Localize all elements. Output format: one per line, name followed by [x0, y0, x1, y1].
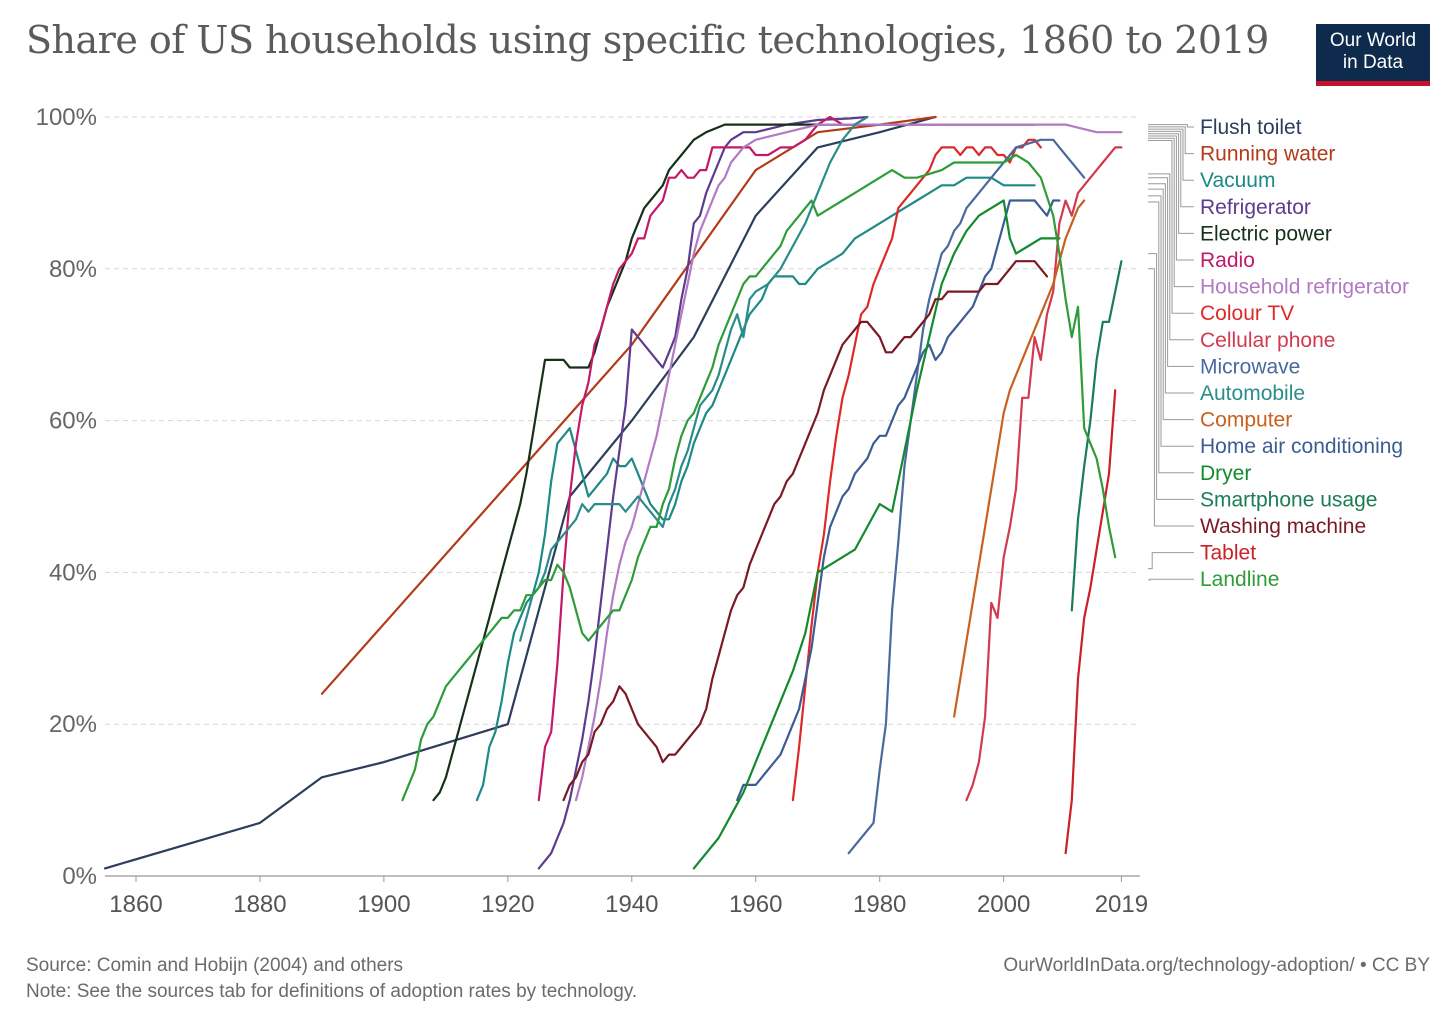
legend-label[interactable]: Home air conditioning [1200, 435, 1403, 458]
legend-label[interactable]: Landline [1200, 568, 1279, 591]
series-line[interactable] [574, 123, 1123, 802]
chart-title: Share of US households using specific te… [26, 18, 1269, 62]
legend-label[interactable]: Dryer [1200, 462, 1251, 485]
legend: Flush toilet Running water Vacuum Refrigera… [1148, 116, 1409, 591]
legend-connector [1148, 173, 1194, 341]
legend-connector [1148, 140, 1194, 314]
legend-label[interactable]: Electric power [1200, 222, 1332, 245]
x-tick-label: 1900 [357, 891, 410, 918]
series-line[interactable] [103, 115, 937, 870]
x-tick-label: 1960 [729, 891, 782, 918]
legend-connector [1148, 177, 1194, 367]
series-line[interactable] [519, 115, 869, 642]
owid-logo[interactable]: Our World in Data [1316, 24, 1430, 86]
legend-connector [1148, 135, 1194, 261]
legend-label[interactable]: Household refrigerator [1200, 276, 1409, 299]
series-lines [103, 115, 1123, 870]
legend-connector [1148, 578, 1194, 581]
x-tick-label: 1860 [109, 891, 162, 918]
series-line[interactable] [562, 260, 1049, 802]
series-line[interactable] [537, 115, 869, 870]
legend-connector [1148, 188, 1194, 421]
y-axis-ticks: 0% 20% 40% 60% 80% 100% [36, 104, 97, 890]
x-tick-label: 2000 [977, 891, 1030, 918]
logo-line-1: Our World [1329, 30, 1417, 51]
series-line[interactable] [692, 199, 1061, 870]
y-tick-label: 20% [49, 711, 97, 738]
series-line[interactable] [320, 115, 937, 695]
legend-connector [1148, 124, 1194, 128]
legend-connector [1148, 137, 1194, 288]
legend-connector [1148, 552, 1194, 570]
series-line[interactable] [1070, 260, 1123, 612]
legend-label[interactable]: Microwave [1200, 355, 1300, 378]
series-line[interactable] [736, 199, 1061, 802]
series-line[interactable] [965, 146, 1123, 802]
legend-connector [1148, 130, 1194, 208]
legend-label[interactable]: Cellular phone [1200, 329, 1335, 352]
series-line[interactable] [791, 138, 1042, 802]
y-tick-label: 80% [49, 256, 97, 283]
series-line[interactable] [847, 138, 1086, 855]
series-line[interactable] [537, 115, 869, 802]
source-text: Source: Comin and Hobijn (2004) and othe… [26, 955, 404, 976]
y-tick-label: 60% [49, 408, 97, 435]
series-line[interactable] [1064, 389, 1117, 855]
legend-label[interactable]: Colour TV [1200, 302, 1294, 325]
legend-label[interactable]: Automobile [1200, 382, 1305, 405]
legend-label[interactable]: Smartphone usage [1200, 488, 1377, 511]
series-line[interactable] [432, 123, 1036, 802]
legend-label[interactable]: Vacuum [1200, 169, 1275, 192]
legend-connector [1148, 128, 1194, 181]
legend-connector [1148, 183, 1194, 394]
y-tick-label: 0% [62, 863, 97, 890]
legend-connector [1148, 268, 1194, 527]
legend-label[interactable]: Radio [1200, 249, 1255, 272]
x-tick-label: 1940 [605, 891, 658, 918]
note-text: Note: See the sources tab for definition… [26, 981, 638, 1002]
legend-label[interactable]: Running water [1200, 143, 1335, 166]
series-line[interactable] [475, 176, 1036, 802]
x-tick-label: 2019 [1095, 891, 1148, 918]
series-line[interactable] [401, 153, 1117, 802]
legend-connector [1148, 201, 1194, 474]
legend-label[interactable]: Flush toilet [1200, 116, 1302, 139]
legend-label[interactable]: Refrigerator [1200, 196, 1311, 219]
legend-connector [1148, 133, 1194, 234]
legend-connector [1148, 195, 1194, 447]
x-tick-label: 1920 [481, 891, 534, 918]
x-axis: 1860 1880 1900 1920 1940 1960 1980 2000 2019 [105, 875, 1148, 918]
legend-label[interactable]: Washing machine [1200, 515, 1366, 538]
x-tick-label: 1980 [853, 891, 906, 918]
x-tick-label: 1880 [233, 891, 286, 918]
legend-connector [1148, 126, 1194, 155]
y-tick-label: 100% [36, 104, 97, 131]
legend-connector [1148, 253, 1194, 500]
series-line[interactable] [953, 199, 1086, 718]
legend-label[interactable]: Tablet [1200, 542, 1256, 565]
logo-line-2: in Data [1342, 52, 1404, 73]
legend-label[interactable]: Computer [1200, 409, 1292, 432]
url-link[interactable]: OurWorldInData.org/technology-adoption/ … [1003, 955, 1430, 976]
y-tick-label: 40% [49, 559, 97, 586]
